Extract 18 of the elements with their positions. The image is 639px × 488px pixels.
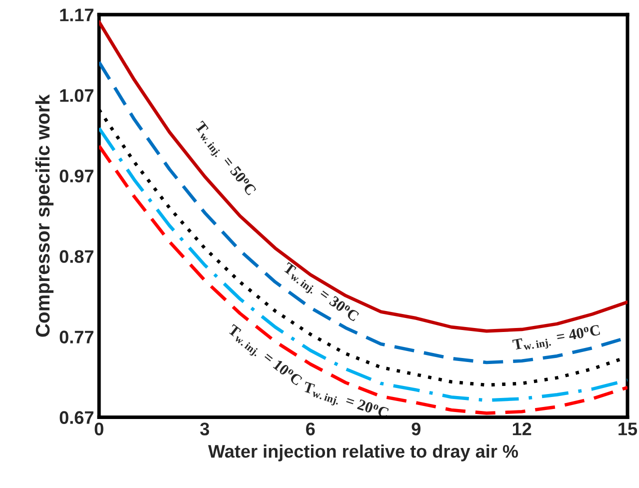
annotation: T$_{w.inj.}$ = 50$^{o}$C bbox=[191, 120, 257, 198]
x-tick-label: 12 bbox=[512, 422, 532, 436]
x-tick-label: 6 bbox=[306, 422, 315, 436]
annotation: T$_{w.inj.}$ = 40$^{o}$C bbox=[512, 324, 601, 354]
x-tick-label: 9 bbox=[412, 422, 420, 436]
annotation: T$_{w.inj.}$ = 10$^{o}$C bbox=[224, 324, 303, 390]
y-tick-label: 0.67 bbox=[60, 411, 94, 424]
y-tick-label: 1.17 bbox=[60, 8, 94, 22]
x-tick-label: 3 bbox=[200, 422, 210, 436]
annotation: T$_{w.inj.}$ = 30$^{o}$C bbox=[280, 262, 360, 326]
x-tick-label: 0 bbox=[94, 422, 104, 436]
y-axis-title: Compressor specific work bbox=[35, 94, 54, 337]
y-tick-label: 1.07 bbox=[60, 89, 94, 102]
y-tick-label: 0.77 bbox=[60, 330, 94, 344]
y-tick-label: 0.97 bbox=[60, 170, 94, 182]
x-tick-label: 15 bbox=[618, 422, 638, 436]
y-tick-label: 0.87 bbox=[60, 250, 94, 263]
x-axis-title: Water injection relative to dray air % bbox=[208, 444, 518, 462]
